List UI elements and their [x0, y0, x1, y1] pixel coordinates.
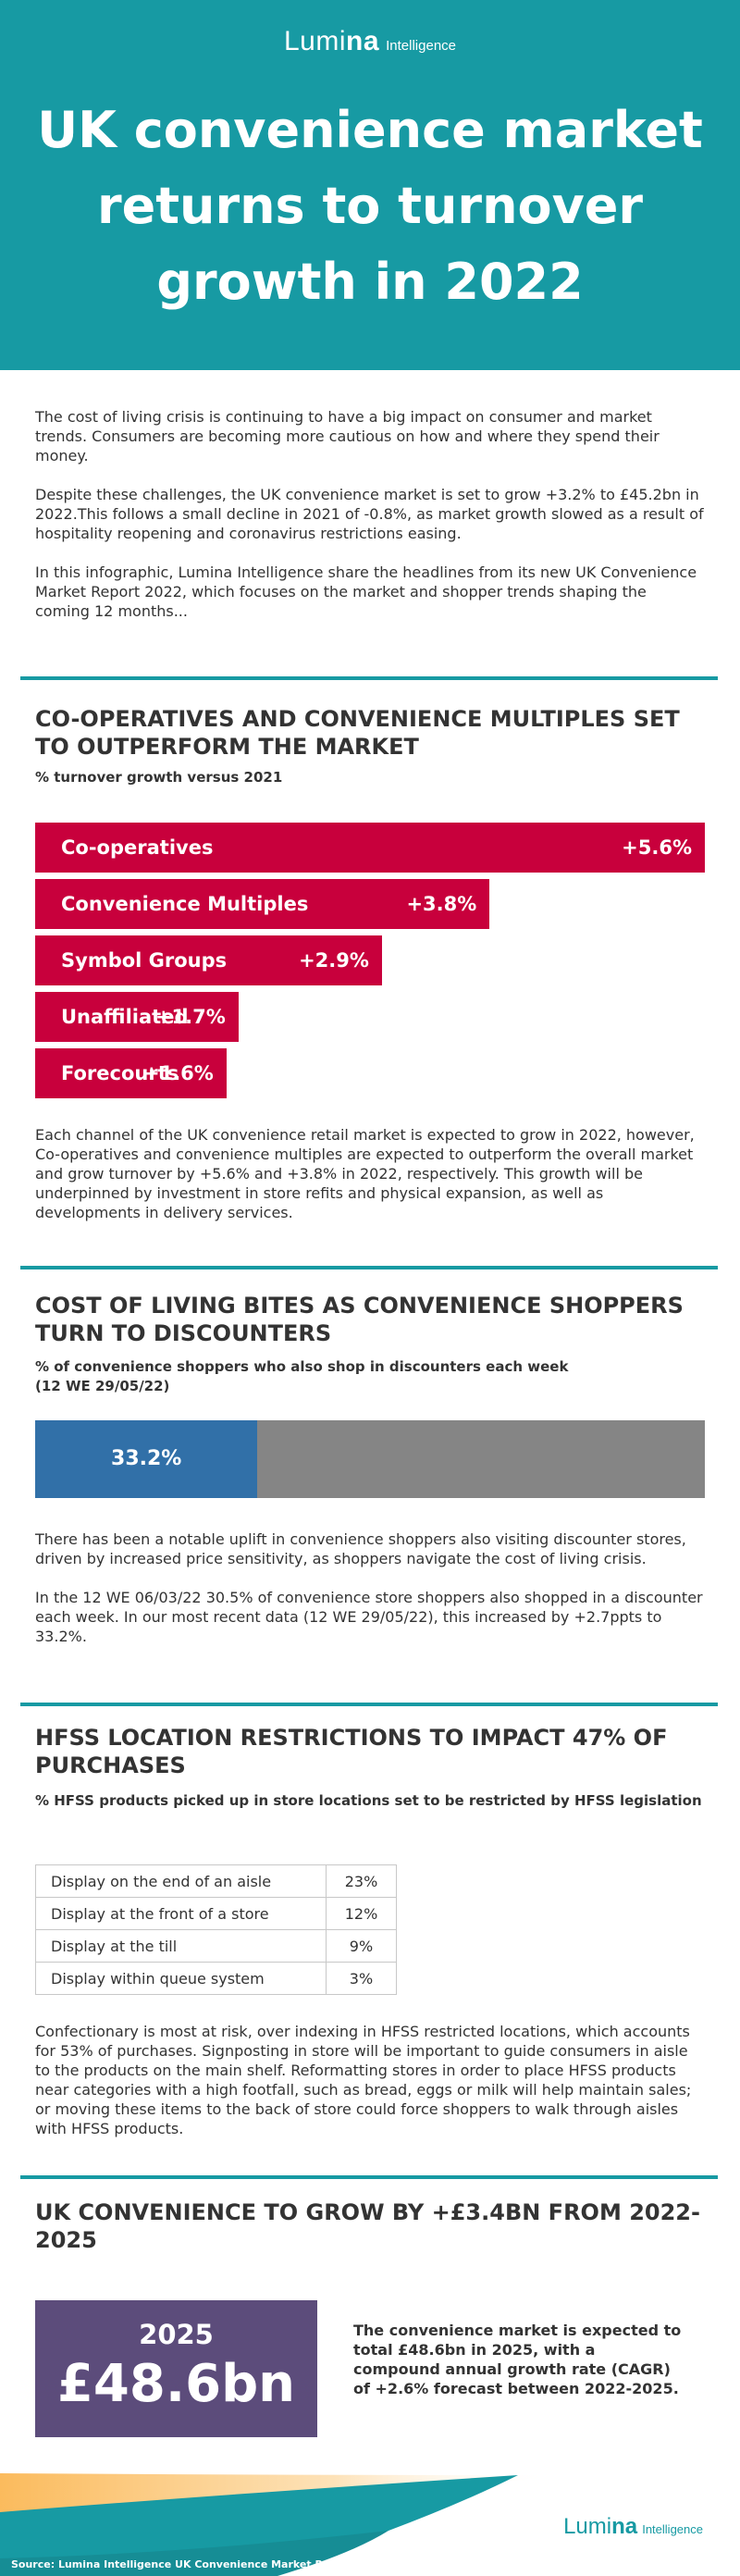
footer: Lumina Intelligence Source: Lumina Intel… [0, 2466, 740, 2576]
forecast-value: £48.6bn [56, 2354, 296, 2414]
intro-text: The cost of living crisis is continuing … [35, 407, 705, 640]
bar-value: +5.6% [622, 836, 692, 859]
table-row: Display at the till 9% [35, 1929, 397, 1963]
section-4-body: The convenience market is expected to to… [353, 2322, 682, 2397]
row-label: Display at the front of a store [35, 1897, 327, 1930]
row-label: Display on the end of an aisle [35, 1864, 327, 1898]
section-divider [20, 1266, 718, 1269]
row-value: 23% [326, 1864, 397, 1898]
section-2-title: COST OF LIVING BITES AS CONVENIENCE SHOP… [35, 1293, 684, 1346]
section-1-subtitle: % turnover growth versus 2021 [35, 769, 283, 786]
row-label: Display within queue system [35, 1962, 327, 1995]
table-row: Display on the end of an aisle 23% [35, 1864, 397, 1898]
table-row: Display at the front of a store 12% [35, 1897, 397, 1930]
section-3-body: Confectionary is most at risk, over inde… [35, 2023, 692, 2137]
intro-paragraph-3: In this infographic, Lumina Intelligence… [35, 564, 697, 620]
row-value: 3% [326, 1962, 397, 1995]
section-2-subtitle: % of convenience shoppers who also shop … [35, 1357, 705, 1396]
section-divider [20, 2175, 718, 2179]
footer-logo-text-sub: Intelligence [642, 2522, 703, 2536]
logo-text-main: Lumi [283, 26, 347, 56]
bar-value: +2.9% [299, 949, 369, 972]
source-note: Source: Lumina Intelligence UK Convenien… [11, 2558, 386, 2570]
section-2-body: There has been a notable uplift in conve… [35, 1530, 705, 1666]
bar-label: Convenience Multiples [61, 893, 309, 915]
discounter-share-bar: 33.2% [35, 1420, 705, 1498]
bar-label: Forecourts [61, 1062, 179, 1084]
bar-value: +1.7% [154, 1006, 226, 1028]
section-2-subtitle-line-1: % of convenience shoppers who also shop … [35, 1358, 569, 1375]
bar-symbol-groups: Symbol Groups +2.9% [35, 935, 382, 985]
bar-value: +1.6% [143, 1062, 214, 1084]
section-divider [20, 1703, 718, 1706]
section-4-title: UK CONVENIENCE TO GROW BY +£3.4BN FROM 2… [35, 2199, 700, 2253]
bar-co-operatives: Co-operatives +5.6% [35, 823, 705, 873]
logo-text-sub: Intelligence [386, 38, 457, 54]
page-title: UK convenience market returns to turnove… [37, 101, 703, 311]
row-label: Display at the till [35, 1929, 327, 1963]
section-2-paragraph-1: There has been a notable uplift in conve… [35, 1530, 686, 1567]
section-1-body: Each channel of the UK convenience retai… [35, 1126, 695, 1221]
section-3-title: HFSS LOCATION RESTRICTIONS TO IMPACT 47%… [35, 1725, 668, 1778]
row-value: 12% [326, 1897, 397, 1930]
footer-logo-text-main: Lumi [563, 2514, 612, 2539]
bar-unaffiliated-independents: Unaffiliated Independents +1.7% [35, 992, 239, 1078]
hfss-table: Display on the end of an aisle 23% Displ… [35, 1864, 397, 1995]
section-2-subtitle-line-2: (12 WE 29/05/22) [35, 1378, 170, 1394]
forecast-2025-box: 2025 £48.6bn [35, 2300, 317, 2437]
footer-wave-graphic [0, 2473, 555, 2576]
bar-forecourts: Forecourts +1.6% [35, 1048, 227, 1098]
section-2-paragraph-2: In the 12 WE 06/03/22 30.5% of convenien… [35, 1589, 703, 1645]
bar-convenience-multiples: Convenience Multiples +3.8% [35, 879, 490, 929]
bar-label: Symbol Groups [61, 949, 228, 972]
intro-paragraph-1: The cost of living crisis is continuing … [35, 408, 660, 464]
row-value: 9% [326, 1929, 397, 1963]
footer-logo-text-bold: na [611, 2514, 638, 2539]
section-1-title: CO-OPERATIVES AND CONVENIENCE MULTIPLES … [35, 706, 680, 760]
section-3-subtitle: % HFSS products picked up in store locat… [35, 1792, 702, 1809]
forecast-year: 2025 [139, 2319, 214, 2350]
section-divider [20, 676, 718, 680]
table-row: Display within queue system 3% [35, 1962, 397, 1995]
footer-lumina-logo: Lumina Intelligence [563, 2514, 703, 2540]
logo-text-bold: na [346, 26, 380, 56]
intro-paragraph-2: Despite these challenges, the UK conveni… [35, 486, 704, 542]
bar-value: +3.8% [406, 893, 477, 915]
lumina-logo: Lumina Intelligence [0, 26, 740, 57]
bar-label: Co-operatives [61, 836, 214, 859]
header-banner: Lumina Intelligence UK convenience marke… [0, 0, 740, 370]
discounter-share-fill: 33.2% [35, 1420, 258, 1498]
